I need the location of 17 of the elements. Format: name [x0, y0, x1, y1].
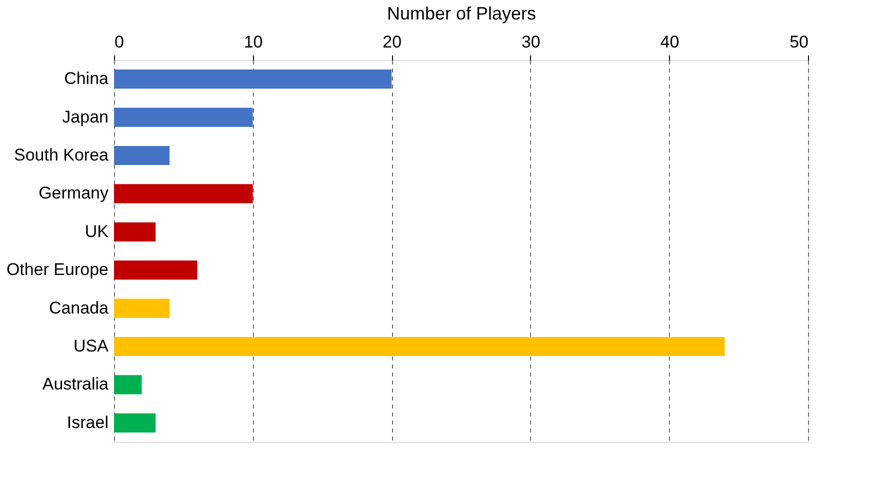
x-axis-title: Number of Players: [386, 4, 536, 24]
x-tick-label: 30: [521, 32, 540, 52]
y-tick-label: Germany: [38, 184, 109, 203]
x-tick-label: 10: [244, 32, 263, 52]
x-tick-label: 50: [790, 32, 808, 52]
y-tick-label: Israel: [66, 412, 108, 432]
y-tick-label: UK: [84, 222, 110, 241]
x-tick-label: 40: [660, 32, 680, 52]
x-tick-label: 0: [114, 32, 124, 52]
y-tick-label: Other Europe: [6, 260, 108, 280]
y-tick-label: Australia: [42, 374, 110, 394]
y-tick-label: China: [64, 69, 110, 88]
y-tick-label: USA: [74, 336, 110, 356]
x-tick-label: 20: [382, 32, 402, 52]
y-tick-label: Canada: [48, 298, 110, 318]
y-tick-label: South Korea: [14, 146, 110, 164]
y-tick-label: Japan: [62, 107, 108, 126]
